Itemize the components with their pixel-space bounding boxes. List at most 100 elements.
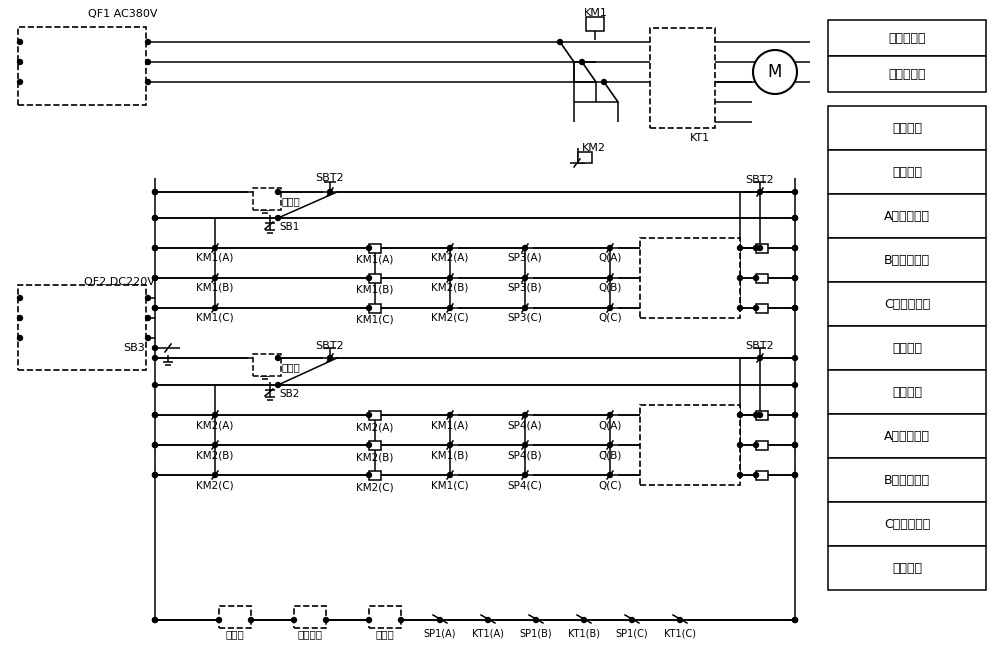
Text: KM2(B): KM2(B) <box>356 452 394 462</box>
Circle shape <box>754 413 759 417</box>
Text: Q(A): Q(A) <box>598 420 622 430</box>
Circle shape <box>276 215 280 221</box>
Circle shape <box>792 617 798 622</box>
Circle shape <box>152 215 158 221</box>
Circle shape <box>754 245 759 250</box>
Bar <box>828 282 986 326</box>
Circle shape <box>738 472 742 477</box>
Text: KM1(A): KM1(A) <box>196 253 234 263</box>
Text: KT1: KT1 <box>690 133 710 143</box>
Circle shape <box>754 443 759 448</box>
Circle shape <box>738 276 742 281</box>
Circle shape <box>324 617 328 622</box>
Circle shape <box>366 245 372 250</box>
Circle shape <box>152 305 158 311</box>
Circle shape <box>366 276 372 281</box>
Bar <box>219 606 251 628</box>
Text: Q̅(B): Q̅(B) <box>598 450 622 460</box>
Bar <box>253 354 281 376</box>
Text: SB1: SB1 <box>279 222 299 232</box>
Circle shape <box>448 472 452 477</box>
Circle shape <box>792 190 798 195</box>
Text: SP1(B): SP1(B) <box>520 629 552 639</box>
Circle shape <box>792 355 798 360</box>
Text: SP3(C): SP3(C) <box>508 313 542 323</box>
Circle shape <box>558 39 562 45</box>
Circle shape <box>448 443 452 448</box>
Text: 远控分闸: 远控分闸 <box>892 122 922 135</box>
Circle shape <box>152 413 158 417</box>
Circle shape <box>366 305 372 311</box>
Text: Q(A): Q(A) <box>598 253 622 263</box>
Bar <box>756 441 768 450</box>
Bar <box>828 370 986 414</box>
Text: QF2 DC220V: QF2 DC220V <box>84 277 155 287</box>
Circle shape <box>792 382 798 388</box>
Circle shape <box>448 245 452 250</box>
Text: SP4(A): SP4(A) <box>508 420 542 430</box>
Text: KM2(B): KM2(B) <box>196 450 234 460</box>
Circle shape <box>678 617 682 622</box>
Text: 近控合闸: 近控合闸 <box>892 386 922 399</box>
Bar <box>586 17 604 31</box>
Bar <box>828 106 986 150</box>
Circle shape <box>152 617 158 622</box>
Text: KM1(C): KM1(C) <box>431 480 469 490</box>
Circle shape <box>608 413 612 417</box>
Circle shape <box>738 245 742 250</box>
Circle shape <box>18 336 22 340</box>
Circle shape <box>292 617 296 622</box>
Circle shape <box>366 413 372 417</box>
Bar <box>756 471 768 480</box>
Text: KM2(A): KM2(A) <box>431 253 469 263</box>
Bar <box>828 326 986 370</box>
Circle shape <box>582 617 586 622</box>
Bar <box>369 441 381 450</box>
Circle shape <box>792 443 798 448</box>
Circle shape <box>792 245 798 250</box>
Circle shape <box>146 316 150 320</box>
Circle shape <box>152 472 158 477</box>
Circle shape <box>438 617 442 622</box>
Circle shape <box>792 413 798 417</box>
Bar <box>369 274 381 283</box>
Text: C相分闸保持: C相分闸保持 <box>884 298 930 311</box>
Bar <box>828 502 986 546</box>
Circle shape <box>152 190 158 195</box>
Circle shape <box>758 245 763 250</box>
Circle shape <box>152 443 158 448</box>
Circle shape <box>580 60 584 65</box>
Bar <box>828 458 986 502</box>
Circle shape <box>792 472 798 477</box>
Circle shape <box>738 413 742 417</box>
Circle shape <box>738 305 742 311</box>
Text: A相分闸保持: A相分闸保持 <box>884 210 930 223</box>
Circle shape <box>216 617 222 622</box>
Text: KM1(C): KM1(C) <box>356 315 394 325</box>
Text: Q(C): Q(C) <box>598 313 622 323</box>
Text: Q(B): Q(B) <box>598 283 622 293</box>
Circle shape <box>328 190 332 195</box>
Text: 分闸主回路: 分闸主回路 <box>888 32 926 45</box>
Bar <box>640 238 740 318</box>
Text: SP4(C): SP4(C) <box>508 480 542 490</box>
Circle shape <box>534 617 538 622</box>
Circle shape <box>212 245 218 250</box>
Circle shape <box>146 336 150 340</box>
Circle shape <box>792 305 798 311</box>
Circle shape <box>152 190 158 195</box>
Text: KM1(C): KM1(C) <box>196 313 234 323</box>
Text: KM1(B): KM1(B) <box>196 283 234 293</box>
Text: SBT2: SBT2 <box>316 341 344 351</box>
Circle shape <box>792 215 798 221</box>
Circle shape <box>448 305 452 311</box>
Text: 近控分闸: 近控分闸 <box>892 166 922 179</box>
Text: 断路器: 断路器 <box>226 629 244 639</box>
Circle shape <box>608 443 612 448</box>
Circle shape <box>758 413 763 417</box>
Text: 远控合闸: 远控合闸 <box>892 342 922 355</box>
Circle shape <box>152 472 158 477</box>
Circle shape <box>522 413 528 417</box>
Circle shape <box>212 443 218 448</box>
Bar <box>640 405 740 485</box>
